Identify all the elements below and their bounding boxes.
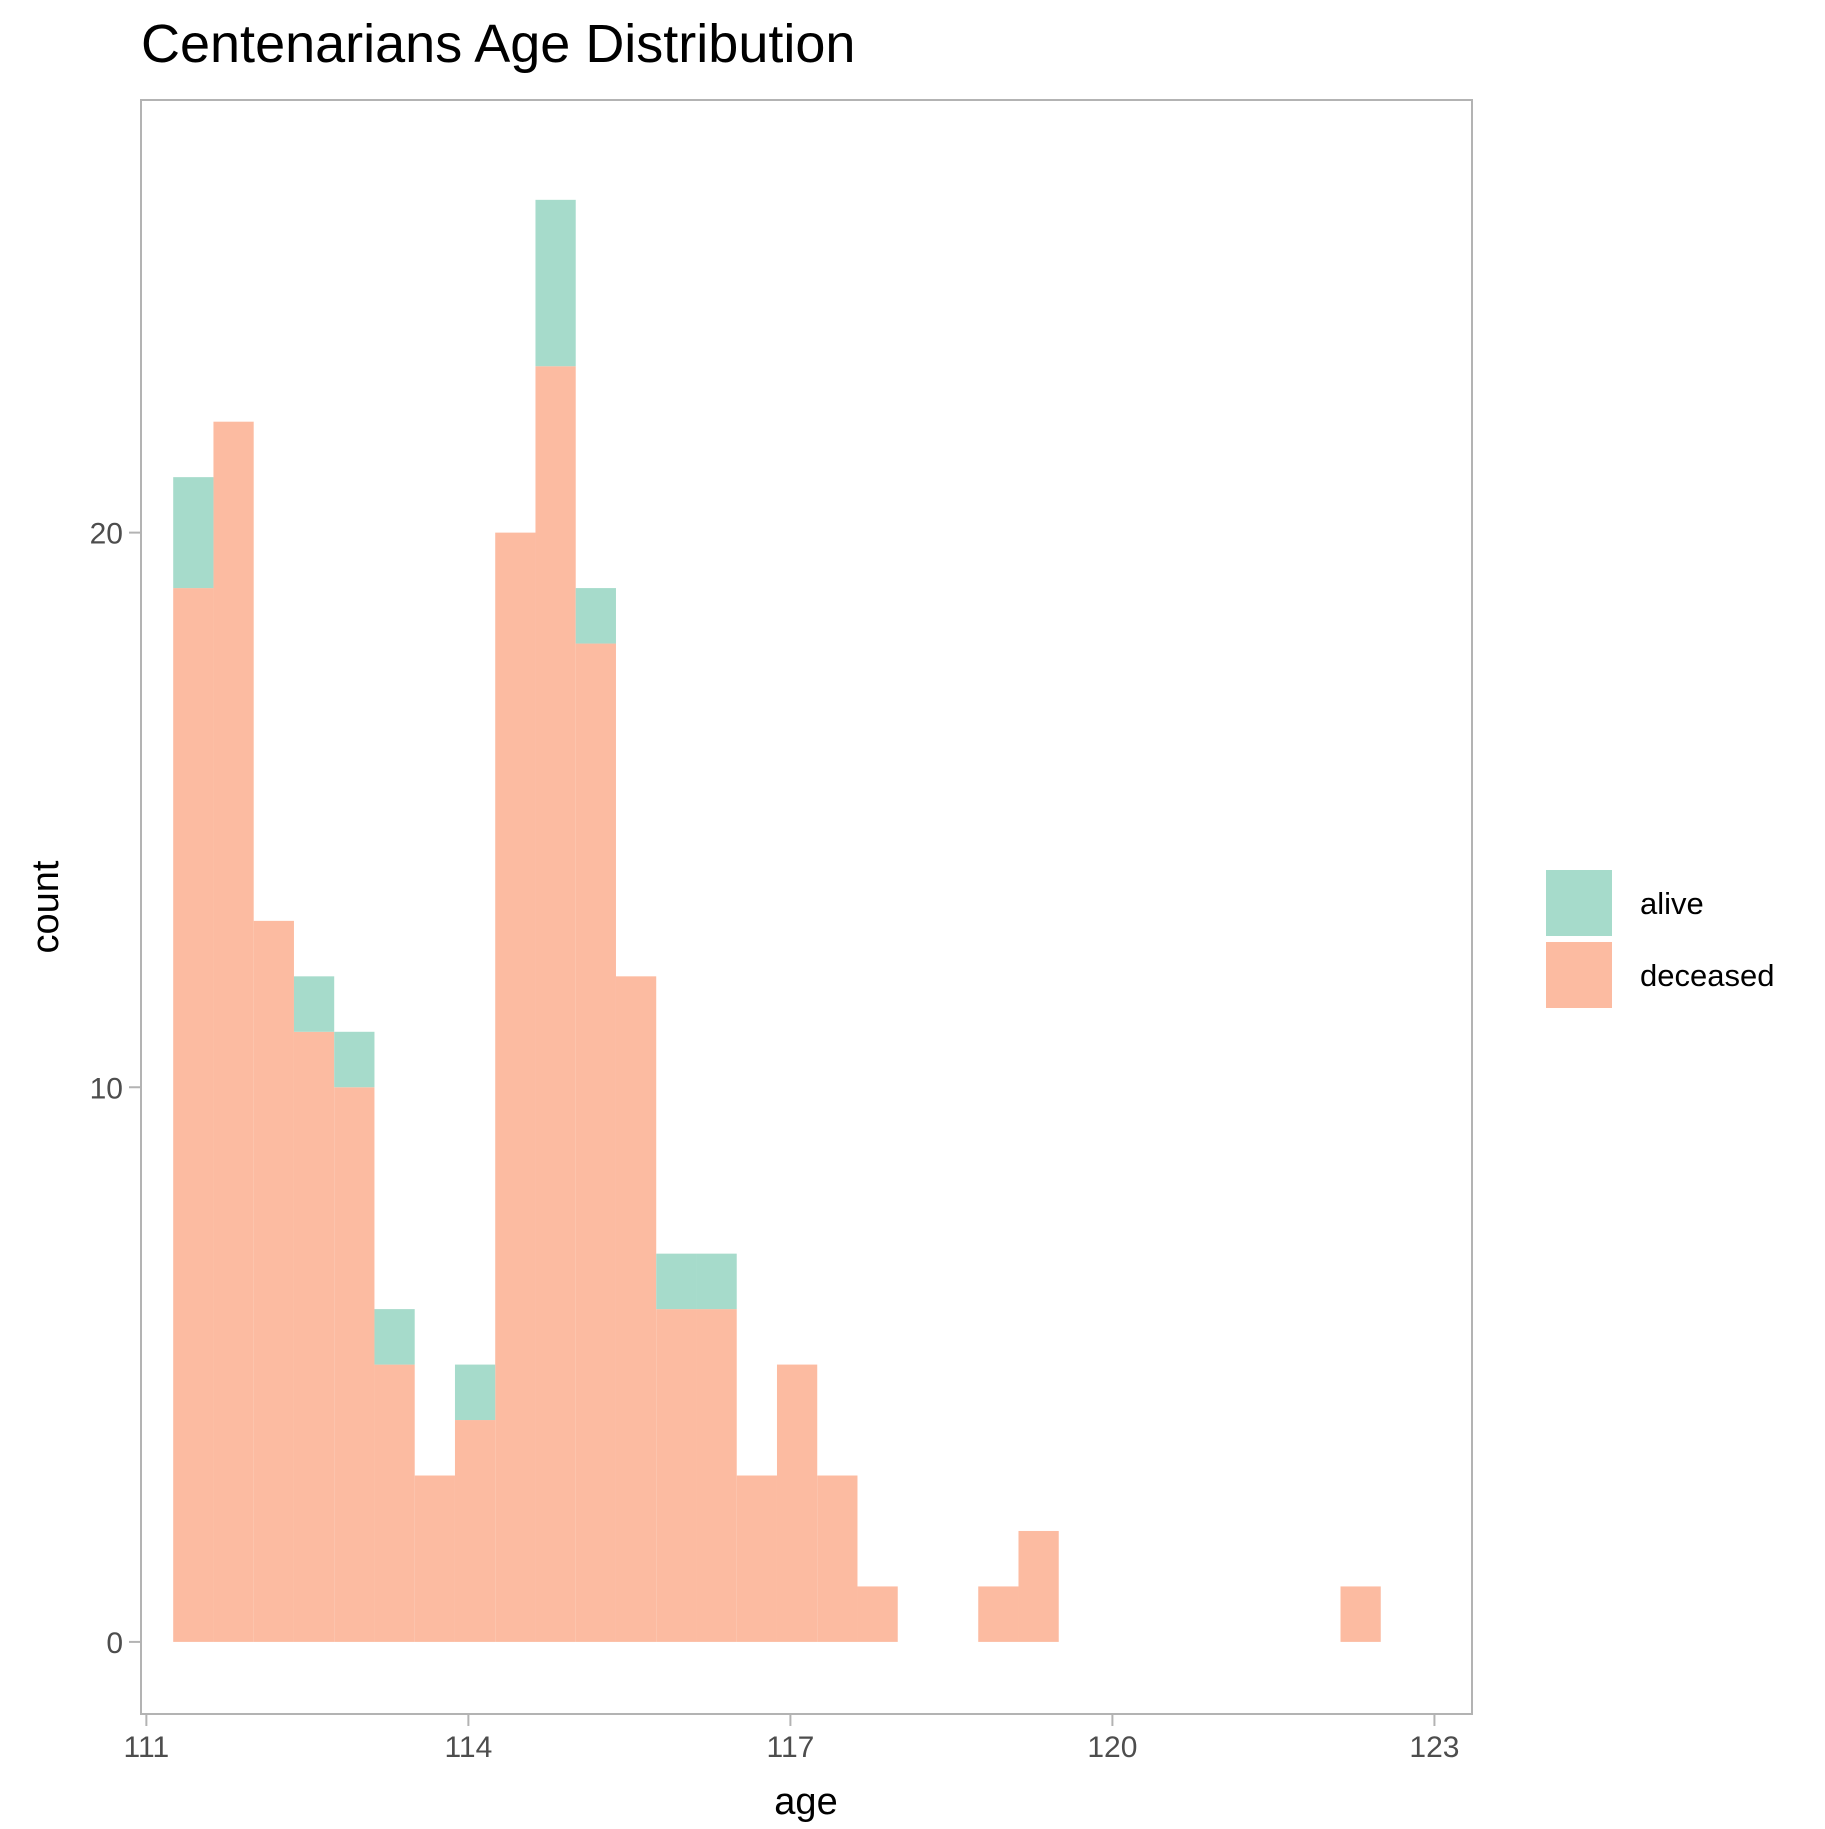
x-tick-label-111: 111 (124, 1731, 170, 1764)
bar-deceased-8 (495, 532, 536, 1642)
bar-deceased-10 (575, 643, 616, 1642)
x-tick-label-120: 120 (1087, 1731, 1137, 1764)
x-axis: 111 114 117 120 123 (124, 1714, 1459, 1764)
bar-alive-5 (374, 1309, 415, 1365)
bar-deceased-1 (213, 421, 254, 1642)
bar-deceased-3 (293, 1031, 335, 1642)
bar-alive-9 (535, 199, 576, 367)
legend-label-deceased: deceased (1640, 958, 1774, 993)
bar-deceased-2 (253, 920, 294, 1642)
bar-deceased-9 (535, 366, 576, 1642)
y-axis-label: count (25, 860, 67, 953)
chart-title: Centenarians Age Distribution (141, 14, 855, 74)
x-axis-label: age (774, 1781, 837, 1823)
bar-deceased-12 (656, 1309, 697, 1642)
bar-deceased-20 (978, 1586, 1019, 1642)
bar-deceased-13 (696, 1309, 737, 1642)
y-tick-label-0: 0 (106, 1627, 123, 1660)
bar-alive-0 (173, 477, 214, 589)
bar-deceased-16 (817, 1475, 858, 1642)
x-tick-label-123: 123 (1409, 1731, 1459, 1764)
bar-alive-4 (334, 1031, 375, 1088)
y-axis: 0 10 20 (90, 518, 141, 1660)
legend-key-alive (1546, 870, 1612, 936)
bar-alive-7 (454, 1364, 496, 1421)
legend-key-deceased (1546, 942, 1612, 1008)
bar-deceased-21 (1018, 1530, 1059, 1642)
x-tick-label-114: 114 (444, 1731, 492, 1764)
bar-deceased-6 (414, 1475, 455, 1642)
x-tick-label-117: 117 (766, 1731, 814, 1764)
bar-deceased-15 (776, 1364, 818, 1642)
y-tick-label-20: 20 (90, 518, 123, 551)
bar-deceased-17 (857, 1586, 898, 1642)
y-tick-label-10: 10 (90, 1072, 123, 1105)
bar-alive-13 (696, 1253, 737, 1310)
bar-deceased-14 (736, 1475, 777, 1642)
bar-alive-3 (293, 976, 335, 1032)
bar-alive-10 (575, 588, 616, 644)
bar-deceased-7 (454, 1420, 496, 1642)
bar-deceased-0 (173, 588, 214, 1642)
legend: alive deceased (1546, 870, 1774, 1008)
bar-alive-12 (656, 1253, 697, 1310)
legend-label-alive: alive (1640, 886, 1704, 921)
bars-layer (173, 199, 1381, 1642)
bar-deceased-4 (334, 1087, 375, 1642)
bar-deceased-29 (1340, 1586, 1381, 1642)
bar-deceased-11 (615, 976, 657, 1642)
bar-deceased-5 (374, 1364, 415, 1642)
